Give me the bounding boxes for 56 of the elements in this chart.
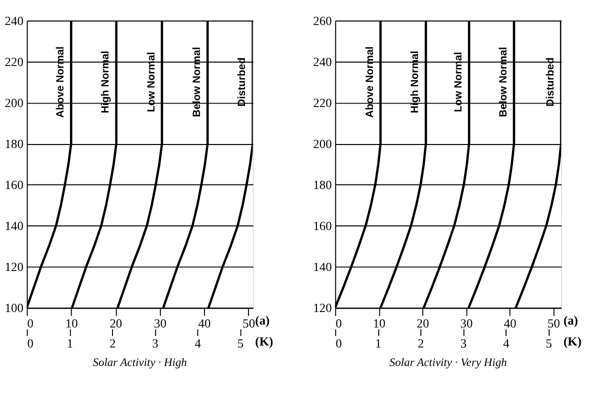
x2-tick-label: 1 (375, 336, 382, 350)
x-tick-label: 40 (504, 316, 516, 330)
x2-tick-label: 2 (109, 336, 116, 350)
y-tick-label: 120 (4, 260, 24, 274)
x2-axis-title: (K) (255, 334, 274, 349)
x2-tick-label: 3 (152, 336, 158, 350)
text: Below Normal (497, 46, 510, 118)
x-tick-label: 20 (110, 316, 122, 330)
y-tick-label: 180 (4, 136, 24, 151)
x2-tick-label: 5 (546, 336, 552, 350)
y-tick-label: 260 (313, 14, 332, 28)
x2-axis-title: (K) (564, 334, 582, 349)
x2-tick-label: 1 (66, 336, 74, 350)
x-axis-title: (a) (564, 314, 578, 328)
text: Solar Activity · Very High (389, 357, 508, 370)
y-tick-label: 240 (4, 14, 24, 28)
x2-tick-label: 4 (194, 336, 202, 350)
x-tick-label: 0 (336, 316, 342, 330)
x-axis-title: (a) (255, 314, 270, 328)
x-tick-label: 40 (198, 316, 211, 330)
y-tick-label: 140 (313, 260, 332, 274)
x-tick-label: 30 (460, 316, 473, 330)
y-tick-label: 140 (4, 218, 24, 233)
x-tick-label: 10 (65, 316, 78, 330)
y-tick-label: 180 (313, 178, 332, 192)
x-tick-label: 50 (548, 316, 560, 330)
text: Above Normal (364, 46, 376, 118)
x-tick-label: 10 (373, 316, 386, 330)
x2-tick-label: 5 (237, 336, 244, 350)
text: Low Normal (145, 52, 158, 112)
x2-tick-label: 2 (418, 336, 424, 350)
y-tick-label: 240 (313, 54, 332, 69)
x-tick-label: 30 (154, 316, 166, 330)
x2-tick-label: 3 (460, 336, 467, 350)
y-tick-label: 220 (4, 54, 24, 69)
text: High Normal (100, 50, 112, 114)
text: Above Normal (54, 46, 66, 118)
y-tick-label: 160 (4, 178, 24, 192)
x-tick-label: 0 (27, 316, 34, 330)
x2-tick-label: 4 (503, 336, 510, 350)
text: Solar Activity · High (92, 357, 188, 370)
y-tick-label: 200 (313, 136, 332, 151)
y-tick-label: 120 (313, 301, 332, 316)
x-tick-label: 50 (242, 316, 256, 330)
y-tick-label: 100 (4, 301, 24, 316)
text: Below Normal (190, 46, 203, 118)
x2-tick-label: 0 (336, 336, 342, 350)
y-tick-label: 220 (313, 96, 332, 110)
text: Disturbed (236, 58, 248, 107)
y-tick-label: 160 (313, 218, 332, 233)
x2-tick-label: 0 (27, 336, 34, 350)
x-tick-label: 20 (416, 316, 430, 330)
text: Low Normal (452, 52, 464, 112)
y-tick-label: 200 (4, 96, 24, 110)
text: High Normal (409, 50, 422, 114)
text: Disturbed (544, 58, 556, 107)
